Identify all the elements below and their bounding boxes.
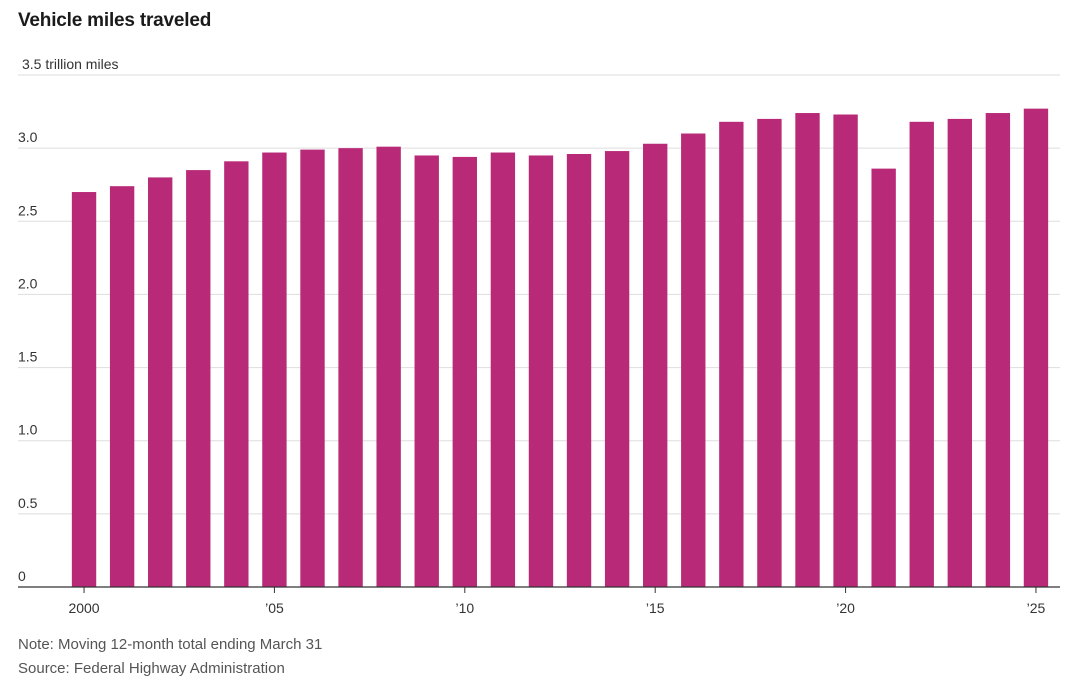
y-tick-label: 0.5 (18, 495, 38, 511)
bar-2024 (985, 113, 1011, 587)
chart-title: Vehicle miles traveled (18, 10, 212, 31)
bar-2014 (604, 151, 630, 587)
bar-2015 (643, 143, 668, 587)
chart-source: Source: Federal Highway Administration (18, 660, 285, 677)
bar-2017 (719, 121, 744, 587)
bar-2011 (490, 152, 516, 587)
bar-2003 (186, 170, 211, 587)
x-tick-label: 2000 (68, 600, 99, 616)
bar-2023 (947, 118, 972, 587)
bar-chart: 0 0.5 1.0 1.5 2.0 2.5 3.0 3.5 trillion miles 20… (18, 56, 1060, 616)
bar-2012 (528, 155, 554, 587)
y-tick-label: 1.5 (18, 349, 38, 365)
bars (71, 108, 1049, 588)
bar-2022 (909, 121, 934, 587)
y-tick-label: 3.5 trillion miles (22, 56, 118, 72)
y-tick-label: 0 (18, 568, 26, 584)
chart-note: Note: Moving 12-month total ending March… (18, 636, 323, 653)
bar-2007 (338, 148, 363, 587)
x-tick-label: ’10 (455, 600, 474, 616)
y-tick-labels: 0 0.5 1.0 1.5 2.0 2.5 3.0 3.5 trillion miles (18, 56, 118, 584)
bar-2016 (681, 133, 706, 587)
bar-2025 (1023, 108, 1049, 588)
bar-2018 (757, 118, 782, 587)
bar-2006 (300, 149, 325, 588)
x-ticks: 2000 ’05 ’10 ’15 ’20 ’25 (18, 586, 1060, 616)
y-tick-label: 2.0 (18, 275, 38, 291)
bar-2020 (833, 114, 858, 587)
y-tick-label: 3.0 (18, 129, 38, 145)
bar-2001 (109, 186, 135, 587)
x-tick-label: ’20 (836, 600, 855, 616)
x-tick-label: ’25 (1027, 600, 1046, 616)
bar-2009 (414, 155, 439, 587)
bar-2004 (224, 161, 249, 587)
bar-2010 (452, 156, 477, 588)
bar-2008 (376, 146, 401, 587)
bar-2002 (148, 177, 173, 587)
x-tick-label: ’05 (265, 600, 284, 616)
x-tick-label: ’15 (646, 600, 665, 616)
y-tick-label: 2.5 (18, 202, 38, 218)
y-tick-label: 1.0 (18, 422, 38, 438)
bar-2021 (871, 168, 896, 587)
bar-2013 (566, 153, 592, 588)
bar-2000 (71, 192, 97, 587)
bar-2005 (262, 152, 287, 587)
bar-2019 (795, 113, 820, 587)
